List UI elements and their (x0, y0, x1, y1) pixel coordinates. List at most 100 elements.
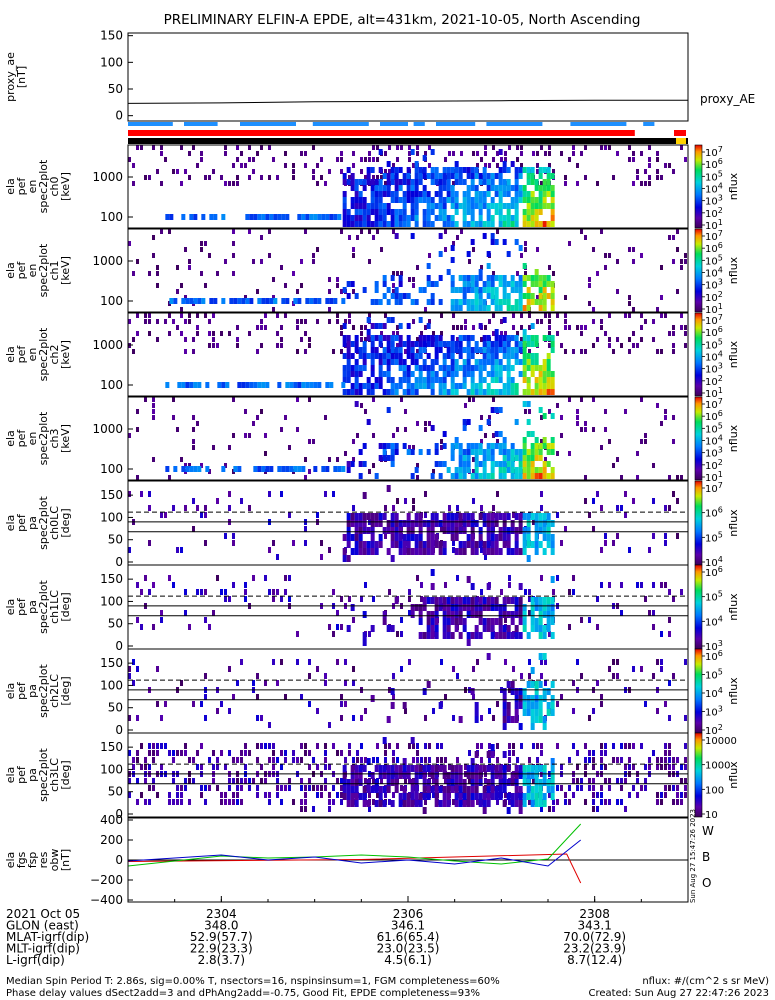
heatmap-cell (526, 299, 531, 305)
heatmap-cell (530, 604, 535, 611)
colorbar-label: nflux (727, 256, 740, 284)
heatmap-cell (390, 449, 395, 455)
heatmap-cell (584, 799, 587, 805)
heatmap-cell (140, 145, 143, 150)
heatmap-cell (592, 247, 595, 252)
heatmap-cell (514, 541, 519, 548)
heatmap-cell (362, 341, 367, 347)
heatmap-cell (296, 349, 299, 354)
colorbar-label: nflux (727, 509, 740, 537)
heatmap-cell (208, 343, 211, 348)
heatmap-cell (410, 527, 415, 534)
heatmap-cell (652, 337, 655, 342)
heatmap-cell (656, 764, 659, 770)
heatmap-cell (624, 491, 627, 497)
heatmap-cell (398, 765, 403, 772)
heatmap-cell (502, 179, 507, 185)
heatmap-cell (458, 449, 463, 455)
y-tick-label: 1000 (92, 338, 123, 352)
heatmap-cell (454, 209, 459, 215)
heatmap-cell (396, 271, 399, 276)
heatmap-cell (518, 293, 523, 299)
heatmap-cell (446, 793, 451, 800)
heatmap-cell (382, 275, 387, 281)
heatmap-cell (488, 163, 491, 168)
heatmap-cell (422, 772, 427, 779)
heatmap-cell (180, 331, 183, 336)
heatmap-cell (522, 275, 527, 281)
heatmap-cell (470, 527, 475, 534)
heatmap-cell (496, 701, 499, 707)
heatmap-cell (376, 175, 379, 180)
heatmap-cell (486, 786, 491, 793)
heatmap-cell (446, 179, 451, 185)
heatmap-cell (396, 757, 399, 763)
heatmap-cell (432, 708, 435, 714)
heatmap-cell (244, 764, 247, 770)
heatmap-cell (432, 792, 435, 798)
heatmap-cell (189, 214, 194, 220)
heatmap-cell (352, 247, 355, 252)
heatmap-cell (522, 548, 527, 555)
heatmap-cell (500, 319, 503, 324)
heatmap-cell (600, 547, 603, 553)
heatmap-cell (252, 259, 255, 264)
heatmap-cell (542, 597, 547, 604)
colorbar-tick-label: 10000 (705, 736, 737, 747)
heatmap-cell (245, 298, 250, 304)
heatmap-cell (358, 520, 363, 527)
heatmap-cell (514, 419, 519, 425)
heatmap-cell (430, 618, 435, 625)
heatmap-cell (522, 618, 527, 625)
heatmap-cell (482, 233, 487, 239)
heatmap-cell (522, 305, 527, 311)
heatmap-cell (366, 513, 371, 520)
plot-frame (127, 312, 689, 397)
heatmap-cell (424, 715, 427, 721)
heatmap-cell (208, 469, 211, 474)
heatmap-cell (524, 589, 527, 595)
heatmap-cell (538, 293, 543, 299)
heatmap-cell (350, 786, 355, 793)
heatmap-cell (410, 197, 415, 203)
heatmap-cell (378, 215, 383, 221)
heatmap-cell (394, 520, 399, 527)
heatmap-cell (216, 764, 219, 770)
heatmap-cell (506, 513, 511, 520)
heatmap-cell (458, 779, 463, 786)
heatmap-cell (514, 383, 519, 389)
heatmap-cell (542, 221, 547, 227)
heatmap-cell (572, 743, 575, 749)
heatmap-cell (542, 793, 547, 800)
heatmap-cell (392, 283, 395, 288)
heatmap-cell (530, 209, 535, 215)
heatmap-cell (518, 449, 523, 455)
heatmap-cell (542, 281, 547, 287)
heatmap-cell (526, 197, 531, 203)
heatmap-cell (522, 263, 527, 269)
heatmap-cell (534, 335, 539, 341)
heatmap-cell (530, 467, 535, 473)
heatmap-cell (196, 313, 199, 318)
heatmap-cell (616, 457, 619, 462)
heatmap-cell (277, 382, 282, 388)
heatmap-cell (550, 758, 555, 765)
heatmap-cell (462, 287, 467, 293)
heatmap-cell (498, 604, 503, 611)
heatmap-cell (200, 157, 203, 162)
heatmap-cell (644, 319, 647, 324)
heatmap-cell (430, 299, 435, 305)
heatmap-cell (346, 534, 351, 541)
heatmap-cell (346, 800, 351, 807)
heatmap-cell (542, 287, 547, 293)
heatmap-cell (366, 419, 371, 425)
heatmap-cell (185, 298, 190, 304)
heatmap-cell (410, 359, 415, 365)
heatmap-cell (508, 743, 511, 749)
heatmap-cell (676, 785, 679, 791)
heatmap-cell (620, 778, 623, 784)
heatmap-cell (396, 331, 399, 336)
heatmap-cell (454, 779, 459, 786)
heatmap-cell (514, 709, 519, 716)
heatmap-cell (362, 221, 367, 227)
